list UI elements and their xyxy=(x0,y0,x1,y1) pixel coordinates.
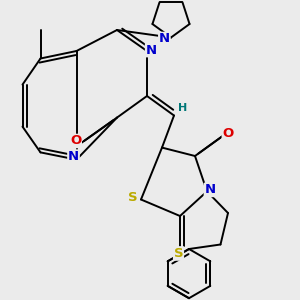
Text: O: O xyxy=(70,134,81,148)
Text: N: N xyxy=(204,183,216,196)
Text: O: O xyxy=(222,127,234,140)
Text: S: S xyxy=(174,247,183,260)
Text: N: N xyxy=(146,44,157,57)
Text: S: S xyxy=(128,190,137,204)
Text: N: N xyxy=(159,32,170,46)
Text: N: N xyxy=(68,150,79,163)
Text: H: H xyxy=(178,103,187,113)
